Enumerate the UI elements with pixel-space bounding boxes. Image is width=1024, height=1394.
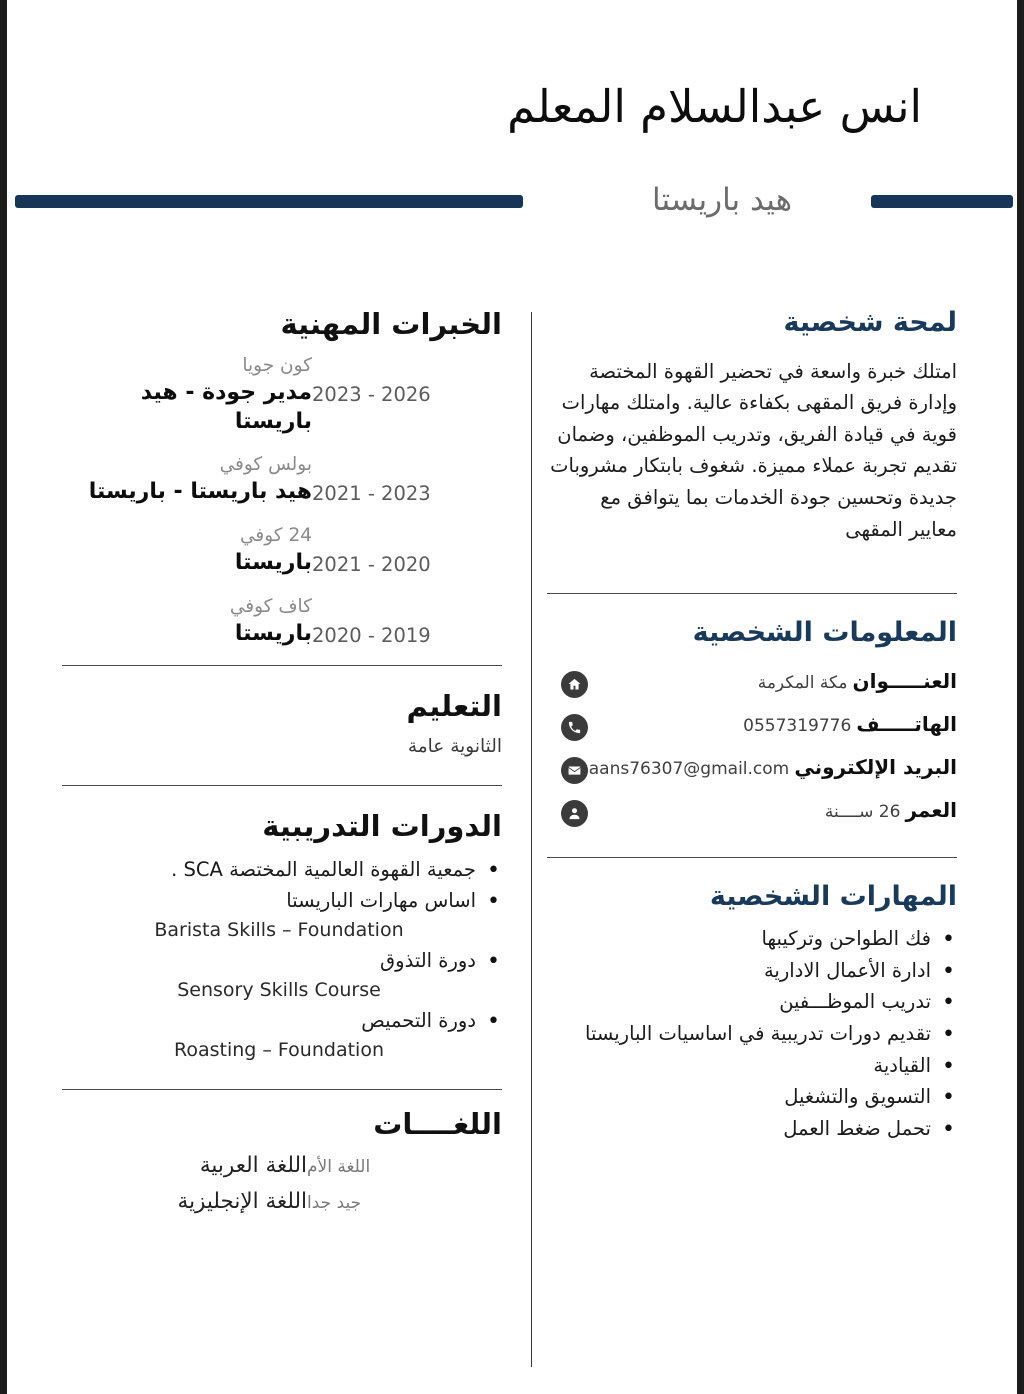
experience-item: 2021 - 2020 24 كوفي باريستا (62, 524, 502, 578)
divider (62, 1088, 502, 1090)
experience-role: باريستا (234, 549, 312, 575)
personal-skills-heading: المهارات الشخصية (709, 881, 957, 913)
cv-header: انس عبدالسلام المعلم هيد باريستا (7, 0, 1017, 240)
experience-dates: 2021 - 2020 (312, 552, 431, 576)
experience-company: 24 كوفي (239, 524, 312, 546)
course-title: جمعية القهوة العالمية المختصة SCA . (171, 857, 476, 881)
divider (62, 785, 502, 787)
language-level: اللغة الأم (307, 1156, 371, 1177)
left-column: الخبرات المهنية 2023 - 2026 كون جويا مدي… (62, 306, 502, 1214)
language-item: اللغة الأم اللغة العربية (62, 1153, 502, 1178)
list-item: تدريب الموظـــفين (547, 986, 957, 1019)
section-courses: الدورات التدريبية جمعية القهوة العالمية … (62, 808, 502, 1064)
job-title-row: هيد باريستا (7, 182, 1017, 218)
contact-value-phone[interactable]: 0557319776 (743, 716, 852, 737)
contact-label-email: البريد الإلكتروني (794, 755, 957, 780)
list-item: دورة التذوق Sensory Skills Course (62, 945, 502, 1004)
job-title: هيد باريستا (652, 182, 792, 218)
right-column: لمحة شخصية امتلك خبرة واسعة في تحضير الق… (547, 306, 957, 1146)
courses-list: جمعية القهوة العالمية المختصة SCA . اساس… (62, 854, 502, 1065)
course-title: دورة التحميص (361, 1009, 476, 1033)
experience-item: 2020 - 2019 كاف كوفي باريستا (62, 595, 502, 649)
course-title: اساس مهارات الباريستا (286, 889, 476, 913)
divider (547, 592, 957, 594)
contact-value-age: 26 ســــنة (824, 802, 901, 823)
section-languages: اللغــــات اللغة الأم اللغة العربية جيد … (62, 1106, 502, 1214)
language-name: اللغة الإنجليزية (177, 1188, 307, 1214)
list-item: التسويق والتشغيل (547, 1081, 957, 1114)
list-item: تقديم دورات تدريبية في اساسيات الباريستا (547, 1018, 957, 1051)
experience-role: مدير جودة - هيد باريستا (140, 380, 312, 434)
language-item: جيد جدا اللغة الإنجليزية (62, 1189, 502, 1214)
profile-heading: لمحة شخصية (783, 307, 957, 338)
profile-text: امتلك خبرة واسعة في تحضير القهوة المختصة… (550, 359, 957, 541)
page-title: انس عبدالسلام المعلم (507, 80, 922, 133)
phone-icon (561, 714, 588, 742)
list-item: القيادية (547, 1050, 957, 1083)
accent-bar-left (15, 195, 523, 208)
course-subtitle: Roasting – Foundation (174, 1039, 384, 1062)
experience-item: 2023 - 2026 كون جويا مدير جودة - هيد بار… (62, 354, 502, 436)
languages-heading: اللغــــات (373, 1106, 502, 1141)
contact-label-phone: الهاتـــــف (856, 712, 957, 737)
experience-dates: 2023 - 2026 (312, 383, 431, 407)
personal-skills-list: فك الطواحن وتركيبها ادارة الأعمال الادار… (547, 923, 957, 1146)
course-subtitle: Sensory Skills Course (177, 978, 381, 1001)
contact-item-email[interactable]: البريد الإلكتروني aans76307@gmail.com (547, 755, 957, 785)
experience-item: 2021 - 2023 بولس كوفي هيد باريستا - باري… (62, 453, 502, 507)
experience-company: كون جويا (242, 355, 312, 377)
section-experience: الخبرات المهنية 2023 - 2026 كون جويا مدي… (62, 306, 502, 648)
contact-label-age: العمر (905, 798, 957, 823)
contact-value-address: مكة المكرمة (757, 673, 848, 694)
column-divider (531, 312, 532, 1367)
personal-info-heading: المعلومات الشخصية (692, 616, 957, 648)
list-item: تحمل ضغط العمل (547, 1113, 957, 1146)
section-profile: لمحة شخصية امتلك خبرة واسعة في تحضير الق… (547, 306, 957, 545)
section-personal-info: المعلومات الشخصية العنـــــوان مكة المكر… (547, 616, 957, 828)
language-name: اللغة العربية (199, 1152, 307, 1178)
course-subtitle: Barista Skills – Foundation (154, 918, 404, 941)
experience-heading: الخبرات المهنية (280, 307, 502, 341)
experience-dates: 2020 - 2019 (312, 623, 431, 647)
course-title: دورة التذوق (380, 949, 476, 973)
home-icon (561, 671, 588, 699)
contact-item-phone[interactable]: الهاتـــــف 0557319776 (547, 712, 957, 742)
education-value: الثانوية عامة (407, 736, 502, 758)
list-item: ادارة الأعمال الادارية (547, 955, 957, 988)
contact-label-address: العنـــــوان (852, 669, 957, 694)
person-icon (561, 800, 588, 828)
section-personal-skills: المهارات الشخصية فك الطواحن وتركيبها ادا… (547, 880, 957, 1146)
education-heading: التعليم (406, 689, 502, 724)
divider (547, 857, 957, 859)
experience-company: كاف كوفي (229, 595, 312, 617)
list-item: جمعية القهوة العالمية المختصة SCA . (62, 854, 502, 887)
language-level: جيد جدا (307, 1192, 362, 1213)
experience-role: هيد باريستا - باريستا (88, 479, 312, 505)
section-education: التعليم الثانوية عامة (62, 688, 502, 757)
experience-dates: 2021 - 2023 (312, 482, 431, 506)
experience-company: بولس كوفي (219, 454, 312, 476)
courses-heading: الدورات التدريبية (262, 809, 502, 844)
accent-bar-right (871, 195, 1013, 208)
email-icon (561, 757, 588, 785)
list-item: دورة التحميص Roasting – Foundation (62, 1005, 502, 1064)
contact-item-age: العمر 26 ســــنة (547, 798, 957, 828)
experience-role: باريستا (234, 620, 312, 646)
list-item: اساس مهارات الباريستا Barista Skills – F… (62, 885, 502, 944)
divider (62, 665, 502, 667)
contact-item-address: العنـــــوان مكة المكرمة (547, 669, 957, 699)
contact-value-email[interactable]: aans76307@gmail.com (588, 759, 790, 780)
list-item: فك الطواحن وتركيبها (547, 923, 957, 956)
